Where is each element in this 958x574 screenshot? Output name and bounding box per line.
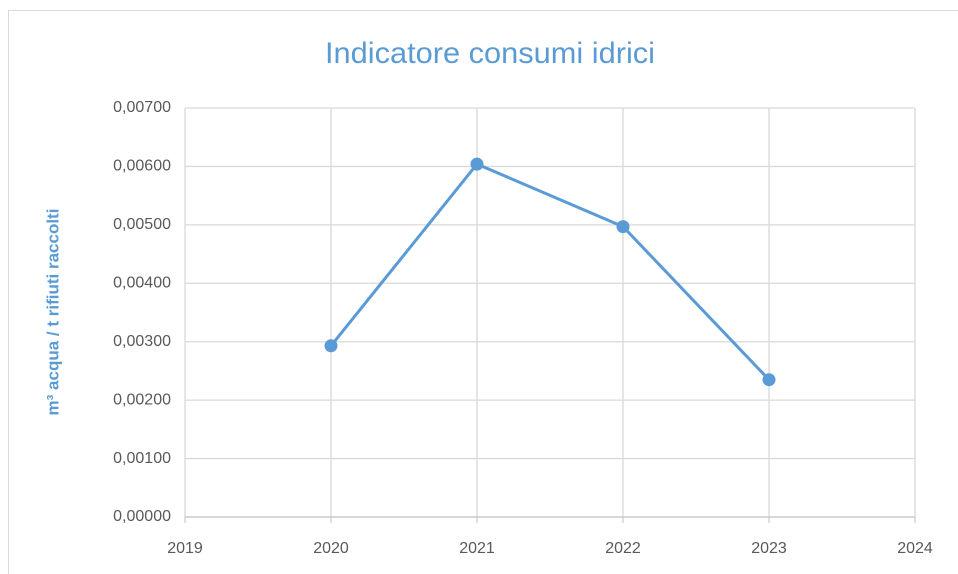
x-tick-label: 2023: [751, 540, 787, 557]
chart-border: [8, 10, 958, 574]
x-tick-label: 2021: [459, 540, 495, 557]
y-tick-label: 0,00600: [113, 158, 171, 175]
x-tick-label: 2019: [167, 540, 203, 557]
data-point: [324, 339, 338, 353]
y-tick-label: 0,00000: [113, 508, 171, 525]
data-point: [616, 220, 630, 234]
x-tick-label: 2020: [313, 540, 349, 557]
chart-title: Indicatore consumi idrici: [325, 37, 655, 70]
y-tick-label: 0,00500: [113, 216, 171, 233]
x-tick-label: 2022: [605, 540, 641, 557]
x-tick-label: 2024: [897, 540, 933, 557]
y-tick-label: 0,00200: [113, 391, 171, 408]
y-tick-label: 0,00300: [113, 333, 171, 350]
y-tick-label: 0,00100: [113, 450, 171, 467]
data-point: [470, 157, 484, 171]
y-tick-label: 0,00400: [113, 275, 171, 292]
series-line: [329, 162, 771, 381]
y-axis-title: m³ acqua / t rifiuti raccolti: [43, 209, 62, 416]
y-tick-label: 0,00700: [113, 99, 171, 116]
data-point: [762, 373, 776, 387]
